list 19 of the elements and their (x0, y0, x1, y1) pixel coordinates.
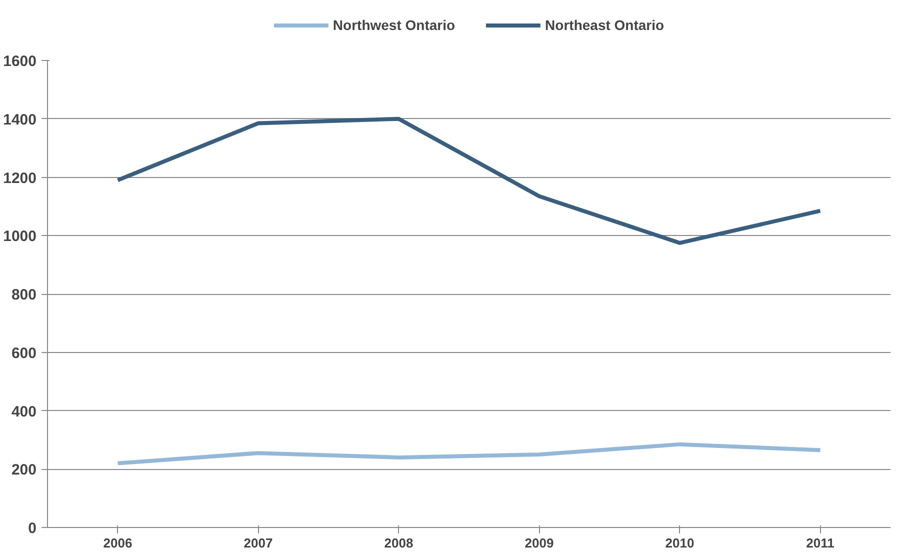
x-tick-label: 2009 (524, 536, 554, 550)
y-tick-label: 0 (28, 520, 36, 537)
line-series (116, 442, 822, 466)
y-tick-label: 200 (11, 462, 37, 479)
y-tick-label: 800 (11, 286, 37, 304)
y-tick-label: 1400 (3, 111, 37, 128)
x-tick-label: 2010 (665, 536, 694, 550)
line-series (116, 116, 822, 245)
x-tick-label: 2008 (384, 536, 414, 550)
y-tick-label: 1200 (3, 170, 37, 187)
x-tick-label: 2007 (244, 536, 273, 550)
legend-label: Northeast Ontario (545, 17, 664, 33)
x-tick-label: 2011 (806, 536, 834, 550)
y-tick-label: 1000 (3, 228, 37, 246)
y-tick-label: 400 (11, 403, 37, 420)
y-tick-label: 1600 (3, 53, 37, 70)
legend-label: Northwest Ontario (332, 17, 456, 33)
x-tick-label: 2006 (103, 536, 132, 550)
y-tick-label: 600 (11, 344, 37, 362)
